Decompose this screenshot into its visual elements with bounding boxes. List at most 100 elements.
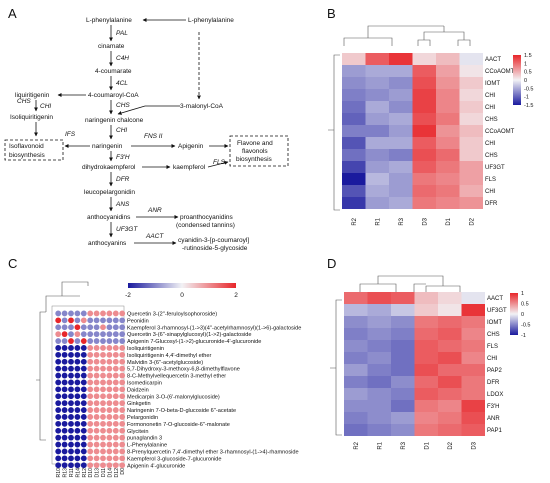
enzyme-dfr: DFR bbox=[116, 176, 130, 183]
heatmap-cell bbox=[414, 328, 438, 340]
row-label: CCoAOMT bbox=[485, 69, 515, 75]
node-4-coumaroyl-coa: 4-coumaroyl-CoA bbox=[88, 92, 139, 99]
bubble-cell bbox=[74, 427, 81, 434]
bubble-cell bbox=[100, 331, 106, 338]
enzyme-chs-left: CHS bbox=[17, 98, 31, 105]
bubble-cell bbox=[55, 407, 62, 413]
sample-label: R14 bbox=[75, 468, 81, 478]
bubble-cell bbox=[61, 420, 68, 427]
bubble-cell bbox=[87, 372, 94, 379]
bubble-cell bbox=[61, 338, 68, 344]
heatmap-cell bbox=[367, 364, 391, 376]
bubble-cell bbox=[55, 358, 62, 365]
bubble-cell bbox=[119, 379, 126, 386]
col-label: R1 bbox=[375, 217, 381, 225]
bubble-cell bbox=[68, 462, 74, 469]
node-l-phenylalanine-right: L-phenylalanine bbox=[188, 17, 234, 24]
enzyme-chi-mid: CHI bbox=[116, 127, 127, 134]
bubble-cell bbox=[106, 358, 113, 365]
bubble-cell bbox=[87, 427, 94, 434]
panel-label-d: D bbox=[327, 256, 336, 271]
bubble-cell bbox=[80, 324, 87, 331]
bubble-cell bbox=[74, 351, 81, 358]
arrow-kaempferol-to-flavone bbox=[207, 160, 229, 168]
legend-tick-label: 0 bbox=[521, 312, 524, 318]
bubble-cell bbox=[68, 372, 74, 379]
heatmap-cell bbox=[438, 316, 462, 328]
legend-tick-label: -1.5 bbox=[524, 103, 533, 109]
bubble-cell bbox=[93, 400, 100, 407]
legend-tick-label: 1 bbox=[524, 61, 527, 67]
legend-tick-label: -0.5 bbox=[521, 323, 530, 329]
bubble-cell bbox=[100, 434, 106, 441]
row-label: IOMT bbox=[485, 81, 500, 87]
bubble-cell bbox=[93, 407, 100, 413]
row-label: CHI bbox=[485, 141, 496, 147]
compound-label: Malvidin 3-(6''-acetylglucoside) bbox=[127, 360, 203, 366]
bubble-cell bbox=[106, 393, 113, 400]
heatmap-cell bbox=[459, 113, 483, 125]
heatmap-cell bbox=[389, 149, 413, 161]
bubble-cell bbox=[87, 441, 94, 448]
sample-label: R13 bbox=[63, 468, 69, 478]
enzyme-uf3gt: UF3GT bbox=[116, 226, 138, 233]
heatmap-cell bbox=[367, 316, 391, 328]
node-anthocyanins: anthocyanins bbox=[88, 240, 127, 247]
heatmap-cell bbox=[412, 125, 436, 137]
heatmap-cell bbox=[389, 101, 413, 113]
bubble-cell bbox=[100, 358, 106, 365]
bubble-cell bbox=[112, 441, 119, 448]
legend-tick-label: 1.5 bbox=[524, 53, 532, 59]
bubble-cell bbox=[55, 338, 62, 344]
heatmap-cell bbox=[344, 364, 368, 376]
compound-label: Medicarpin 3-O-(6'-malonylglucoside) bbox=[127, 394, 220, 400]
bubble-cell bbox=[61, 393, 68, 400]
bubble-cell bbox=[119, 358, 126, 365]
heatmap-cell bbox=[344, 388, 368, 400]
row-label: CCoAOMT bbox=[485, 129, 515, 135]
heatmap-cell bbox=[342, 101, 366, 113]
bubble-cell bbox=[68, 338, 74, 344]
bubble-heatmap-c: -2 0 2 Quercetin 3-(2''-feruloylsophorosid… bbox=[36, 281, 301, 478]
heatmap-d: AACT UF3GT IOMT CHS FLS CHI PAP2 DFR LDOX F3'H ANR… bbox=[330, 275, 530, 450]
heatmap-cell bbox=[412, 65, 436, 77]
heatmap-cell bbox=[389, 65, 413, 77]
heatmap-cell bbox=[389, 89, 413, 101]
bubble-cell bbox=[106, 338, 113, 344]
bubble-cell bbox=[100, 441, 106, 448]
bubble-cell bbox=[119, 462, 126, 469]
bubble-cell bbox=[100, 420, 106, 427]
heatmap-cell bbox=[367, 424, 391, 436]
bubble-cell bbox=[55, 365, 62, 372]
heatmap-cell bbox=[412, 89, 436, 101]
dendrogram-b-top bbox=[343, 25, 471, 46]
bubble-cell bbox=[68, 386, 74, 393]
compound-label: Apigenin 7-Glucosyl-(1->2)-glucuronide-4… bbox=[127, 339, 261, 345]
heatmap-cell bbox=[459, 77, 483, 89]
compound-label: Isomedicarpin bbox=[127, 380, 162, 386]
dendrogram-b-left bbox=[328, 54, 340, 211]
heatmap-cell bbox=[391, 400, 415, 412]
bubble-cell bbox=[106, 434, 113, 441]
bubble-cell bbox=[112, 427, 119, 434]
heatmap-cell bbox=[461, 352, 485, 364]
heatmap-cell bbox=[342, 89, 366, 101]
bubble-cell bbox=[100, 462, 106, 469]
bubble-cell bbox=[106, 386, 113, 393]
bubble-cell bbox=[93, 448, 100, 455]
heatmap-cell bbox=[438, 292, 462, 304]
heatmap-cell bbox=[459, 185, 483, 197]
heatmap-cell bbox=[391, 328, 415, 340]
bubble-cell bbox=[80, 372, 87, 379]
heatmap-cell bbox=[367, 376, 391, 388]
bubble-cell bbox=[100, 324, 106, 331]
heatmap-cell bbox=[414, 340, 438, 352]
bubble-cell bbox=[61, 414, 68, 420]
bubble-cell bbox=[55, 351, 62, 358]
heatmap-cell bbox=[342, 77, 366, 89]
bubble-cell bbox=[100, 379, 106, 386]
heatmap-cell bbox=[461, 316, 485, 328]
heatmap-cell bbox=[367, 388, 391, 400]
enzyme-anr: ANR bbox=[147, 207, 162, 214]
bubble-cell bbox=[106, 400, 113, 407]
